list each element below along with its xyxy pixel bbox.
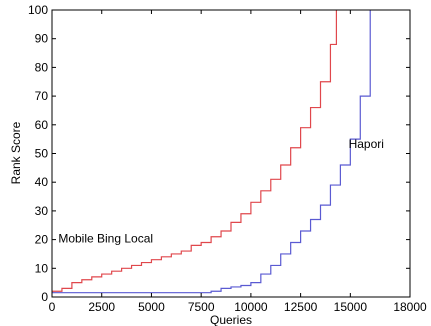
x-tick-label: 5000 <box>138 300 165 314</box>
y-tick-label: 10 <box>35 261 49 275</box>
series-annotation-0: Mobile Bing Local <box>58 231 153 245</box>
y-tick-label: 20 <box>35 233 49 247</box>
x-tick-label: 2500 <box>88 300 115 314</box>
y-tick-label: 80 <box>35 60 49 74</box>
series-annotation-1: Hapori <box>349 137 384 151</box>
y-tick-label: 0 <box>41 290 48 304</box>
x-tick-label: 12500 <box>284 300 318 314</box>
series-line-0 <box>52 10 338 292</box>
series-annotations: Mobile Bing Local Hapori <box>58 137 384 246</box>
y-tick-label: 50 <box>35 147 49 161</box>
y-tick-label: 100 <box>28 3 48 17</box>
x-tick-label: 7500 <box>188 300 215 314</box>
y-axis-title: Rank Score <box>9 121 23 184</box>
y-tick-label: 60 <box>35 118 49 132</box>
y-tick-label: 30 <box>35 204 49 218</box>
plot-frame <box>51 9 411 298</box>
x-tick-label: 0 <box>49 300 56 314</box>
series-line-1 <box>52 10 371 294</box>
x-tick-label: 18000 <box>393 300 427 314</box>
series-layer <box>52 10 371 294</box>
x-tick-label: 10000 <box>234 300 268 314</box>
y-tick-label: 40 <box>35 175 49 189</box>
x-axis-title: Queries <box>210 313 252 326</box>
x-tick-label: 15000 <box>334 300 368 314</box>
plot-area <box>52 10 410 297</box>
axis-ticks: 0 2500 5000 7500 10000 12500 15000 18000 0 10 20 30… <box>28 3 427 314</box>
y-tick-label: 90 <box>35 32 49 46</box>
y-tick-label: 70 <box>35 89 49 103</box>
